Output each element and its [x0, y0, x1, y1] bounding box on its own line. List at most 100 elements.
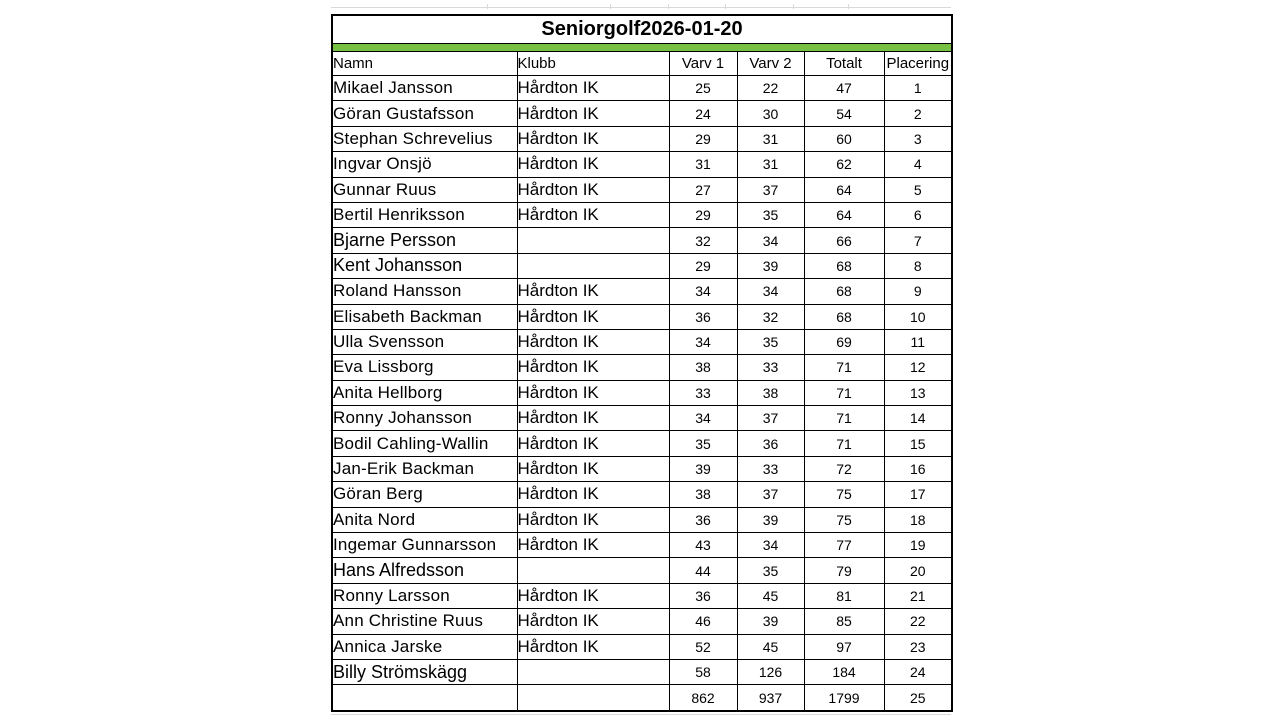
cell-klubb: Hårdton IK — [516, 506, 670, 534]
table-row: Elisabeth Backman Hårdton IK 36 32 68 10 — [331, 303, 953, 330]
cell-klubb: Hårdton IK — [516, 405, 670, 432]
cell-placering: 9 — [883, 278, 953, 305]
table-row: Göran Berg Hårdton IK 38 37 75 17 — [331, 481, 953, 508]
cell-totalt: 184 — [803, 658, 885, 686]
cell-klubb — [516, 658, 670, 686]
cell-varv2: 37 — [736, 405, 805, 432]
column-header-placering: Placering — [883, 51, 953, 76]
cell-varv2: 34 — [736, 227, 805, 254]
cell-totalt: 62 — [803, 151, 885, 178]
cell-klubb: Hårdton IK — [516, 481, 670, 508]
cell-varv2: 45 — [736, 582, 805, 610]
cell-namn: Annica Jarske — [331, 633, 518, 660]
cell-varv2: 35 — [736, 557, 805, 584]
cell-varv2: 32 — [736, 303, 805, 330]
cell-totalt: 97 — [803, 633, 885, 660]
cell-totalt: 69 — [803, 328, 885, 356]
cell-namn: Roland Hansson — [331, 278, 518, 305]
cell-namn: Eva Lissborg — [331, 354, 518, 381]
cell-placering: 6 — [883, 201, 953, 229]
cell-varv1: 29 — [668, 201, 738, 229]
cell-totalt: 85 — [803, 608, 885, 635]
cell-namn: Göran Gustafsson — [331, 100, 518, 127]
cell-namn: Ronny Larsson — [331, 582, 518, 610]
cell-namn: Jan-Erik Backman — [331, 455, 518, 483]
cell-klubb — [516, 252, 670, 280]
cell-klubb: Hårdton IK — [516, 608, 670, 635]
cell-varv1: 43 — [668, 532, 738, 559]
cell-placering: 24 — [883, 658, 953, 686]
cell-varv2: 37 — [736, 176, 805, 203]
column-header-totalt: Totalt — [803, 51, 885, 76]
cell-varv1: 27 — [668, 176, 738, 203]
cell-varv2: 33 — [736, 354, 805, 381]
cell-totalt: 1799 — [803, 684, 885, 712]
cell-namn: Ingemar Gunnarsson — [331, 532, 518, 559]
sheet-gridline-stub — [848, 4, 849, 9]
cell-klubb: Hårdton IK — [516, 582, 670, 610]
cell-totalt: 68 — [803, 278, 885, 305]
cell-placering: 4 — [883, 151, 953, 178]
table-row: Ingvar Onsjö Hårdton IK 31 31 62 4 — [331, 151, 953, 178]
cell-namn: Bertil Henriksson — [331, 201, 518, 229]
cell-totalt: 47 — [803, 74, 885, 102]
table-row: Anita Hellborg Hårdton IK 33 38 71 13 — [331, 379, 953, 407]
cell-klubb: Hårdton IK — [516, 74, 670, 102]
cell-varv1: 58 — [668, 658, 738, 686]
cell-klubb: Hårdton IK — [516, 532, 670, 559]
table-row: Anita Nord Hårdton IK 36 39 75 18 — [331, 506, 953, 534]
cell-placering: 17 — [883, 481, 953, 508]
cell-placering: 14 — [883, 405, 953, 432]
cell-namn: Kent Johansson — [331, 252, 518, 280]
sheet-gridline-stub — [668, 4, 669, 9]
cell-klubb: Hårdton IK — [516, 303, 670, 330]
cell-placering: 16 — [883, 455, 953, 483]
table-row: Hans Alfredsson 44 35 79 20 — [331, 557, 953, 584]
cell-varv2: 39 — [736, 506, 805, 534]
cell-placering: 7 — [883, 227, 953, 254]
cell-placering: 10 — [883, 303, 953, 330]
cell-varv1: 24 — [668, 100, 738, 127]
cell-varv2: 45 — [736, 633, 805, 660]
table-row: Bodil Cahling-Wallin Hårdton IK 35 36 71… — [331, 430, 953, 457]
column-header-klubb: Klubb — [516, 51, 670, 76]
cell-klubb: Hårdton IK — [516, 633, 670, 660]
cell-varv1: 35 — [668, 430, 738, 457]
cell-varv1: 39 — [668, 455, 738, 483]
cell-varv1: 25 — [668, 74, 738, 102]
cell-varv2: 34 — [736, 278, 805, 305]
cell-placering: 1 — [883, 74, 953, 102]
sheet-gridline-stub — [487, 4, 488, 9]
cell-namn: Hans Alfredsson — [331, 557, 518, 584]
cell-placering: 13 — [883, 379, 953, 407]
column-header-varv2: Varv 2 — [736, 51, 805, 76]
cell-varv2: 22 — [736, 74, 805, 102]
cell-namn: Mikael Jansson — [331, 74, 518, 102]
sheet-gridline-stub — [610, 4, 611, 9]
cell-namn: Ronny Johansson — [331, 405, 518, 432]
cell-varv1: 33 — [668, 379, 738, 407]
cell-totalt: 71 — [803, 354, 885, 381]
cell-namn: Bjarne Persson — [331, 227, 518, 254]
cell-klubb — [516, 684, 670, 712]
results-table: Seniorgolf2026-01-20 Namn Klubb Varv 1 V… — [331, 14, 954, 712]
cell-varv1: 32 — [668, 227, 738, 254]
cell-varv2: 31 — [736, 151, 805, 178]
table-row: Gunnar Ruus Hårdton IK 27 37 64 5 — [331, 176, 953, 203]
cell-totalt: 79 — [803, 557, 885, 584]
cell-varv2: 30 — [736, 100, 805, 127]
cell-placering: 3 — [883, 125, 953, 153]
table-row: Jan-Erik Backman Hårdton IK 39 33 72 16 — [331, 455, 953, 483]
table-row: 862 937 1799 25 — [331, 684, 953, 712]
cell-varv2: 937 — [736, 684, 805, 712]
cell-klubb: Hårdton IK — [516, 201, 670, 229]
table-row: Stephan Schrevelius Hårdton IK 29 31 60 … — [331, 125, 953, 153]
cell-varv1: 29 — [668, 252, 738, 280]
cell-totalt: 60 — [803, 125, 885, 153]
cell-namn: Ulla Svensson — [331, 328, 518, 356]
sheet-gridline-stub — [725, 4, 726, 9]
cell-varv2: 31 — [736, 125, 805, 153]
cell-varv2: 39 — [736, 252, 805, 280]
cell-placering: 2 — [883, 100, 953, 127]
